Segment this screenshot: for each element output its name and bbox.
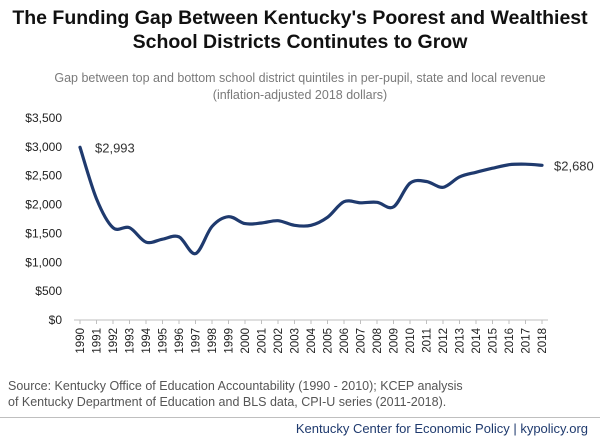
data-point [276, 219, 280, 222]
x-tick-label: 1990 [75, 328, 87, 354]
data-point [227, 215, 230, 218]
y-tick-label: $2,500 [25, 169, 62, 183]
x-tick-label: 1992 [108, 328, 120, 354]
x-tick-label: 2016 [504, 328, 516, 354]
y-tick-label: $3,000 [25, 140, 62, 154]
x-tick-label: 2003 [290, 328, 302, 354]
data-point [342, 200, 346, 203]
source-note: Source: Kentucky Office of Education Acc… [8, 378, 598, 410]
x-tick-label: 2007 [356, 328, 368, 354]
footer-divider [0, 417, 600, 418]
data-point [309, 224, 313, 227]
x-tick-label: 2018 [537, 328, 549, 354]
x-tick-label: 2006 [339, 328, 351, 354]
data-point [375, 201, 379, 204]
y-tick-label: $1,000 [25, 255, 62, 269]
y-tick-label: $500 [35, 284, 62, 298]
x-tick-label: 1995 [158, 328, 170, 354]
x-tick-label: 2015 [488, 328, 500, 354]
y-tick-label: $0 [49, 313, 63, 327]
data-point [474, 171, 478, 174]
x-tick-label: 1996 [174, 328, 186, 354]
x-tick-label: 2005 [323, 328, 335, 354]
data-point [243, 222, 247, 225]
chart-title: The Funding Gap Between Kentucky's Poore… [0, 6, 600, 54]
x-tick-label: 1998 [207, 328, 219, 354]
data-point [540, 164, 544, 167]
data-point [392, 205, 395, 209]
data-point [491, 167, 494, 170]
data-point [408, 182, 412, 185]
x-tick-label: 2011 [422, 328, 434, 353]
data-point [524, 162, 527, 166]
data-point [144, 240, 148, 244]
data-point [425, 180, 428, 183]
data-point [260, 221, 263, 225]
x-tick-label: 2012 [438, 328, 450, 354]
chart-title-line-2: School Districts Continutes to Grow [132, 31, 468, 53]
data-point [210, 225, 214, 228]
x-tick-label: 1991 [92, 328, 104, 354]
y-tick-label: $1,500 [25, 226, 62, 240]
data-point [293, 224, 296, 227]
source-line-1: Source: Kentucky Office of Education Acc… [8, 379, 463, 393]
line-chart: $0 $500 $1,000 $1,500 $2,000 $2,500 $3,000 $3,5… [25, 111, 594, 354]
data-point [128, 226, 131, 229]
x-tick-label: 1999 [224, 328, 236, 354]
chart-subtitle-line-2: (inflation-adjusted 2018 dollars) [212, 88, 388, 102]
data-point [78, 146, 82, 149]
x-tick-label: 1993 [125, 328, 137, 354]
x-tick-label: 2004 [306, 327, 318, 353]
data-point [359, 201, 362, 205]
chart-subtitle-line-1: Gap between top and bottom school distri… [54, 71, 546, 85]
source-line-2: of Kentucky Department of Education and … [8, 395, 447, 409]
data-point [326, 216, 329, 219]
x-tick-label: 2000 [240, 328, 252, 354]
data-point [111, 226, 115, 229]
y-tick-label: $2,000 [25, 198, 62, 212]
data-point [177, 235, 181, 239]
x-tick-label: 2013 [455, 328, 467, 354]
x-tick-label: 2017 [521, 328, 533, 354]
x-tick-label: 1997 [191, 328, 203, 354]
data-point [458, 175, 461, 179]
x-tick-label: 2001 [257, 328, 269, 354]
chart-title-line-1: The Funding Gap Between Kentucky's Poore… [12, 7, 588, 29]
data-point [194, 252, 197, 255]
annotation-end-value: $2,680 [554, 158, 594, 173]
x-tick-label: 1994 [141, 327, 153, 353]
data-point [507, 163, 511, 166]
x-tick-label: 2010 [405, 328, 417, 354]
data-point [161, 238, 164, 241]
y-tick-label: $3,500 [25, 111, 62, 125]
data-point [441, 186, 445, 189]
x-tick-label: 2014 [471, 327, 483, 353]
series-line [78, 145, 544, 256]
x-tick-label: 2009 [389, 328, 401, 354]
x-tick-label: 2002 [273, 328, 285, 354]
footer-credit: Kentucky Center for Economic Policy | ky… [295, 421, 588, 436]
data-point [95, 197, 98, 200]
annotation-start-value: $2,993 [95, 140, 135, 155]
chart-subtitle: Gap between top and bottom school distri… [0, 70, 600, 104]
x-tick-label: 2008 [372, 328, 384, 354]
